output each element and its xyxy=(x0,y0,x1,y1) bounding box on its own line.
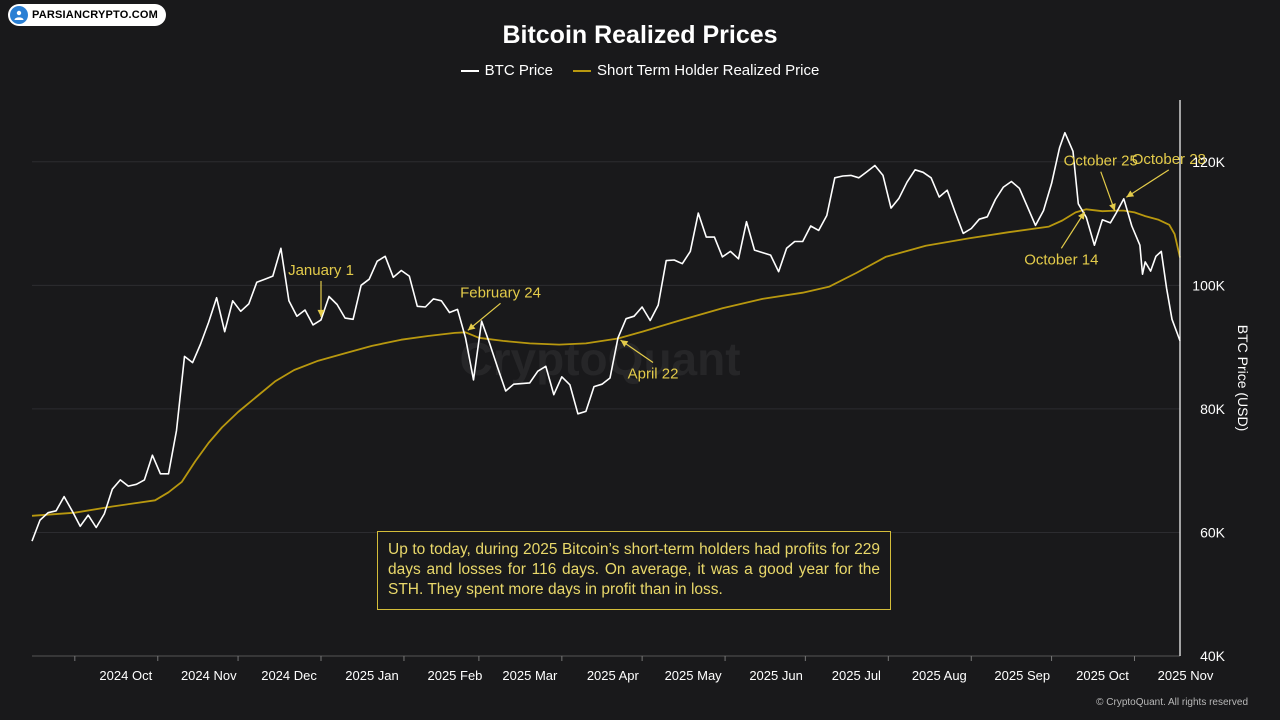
insight-note: Up to today, during 2025 Bitcoin’s short… xyxy=(377,531,891,610)
x-tick-label: 2025 Jun xyxy=(749,668,803,683)
annotation-label: October 28 xyxy=(1132,151,1206,168)
x-tick-label: 2025 Mar xyxy=(502,668,558,683)
annotation-arrowhead xyxy=(1109,203,1116,211)
annotation-label: October 14 xyxy=(1024,251,1098,268)
legend-label-sth: Short Term Holder Realized Price xyxy=(597,62,820,79)
annotation-label: February 24 xyxy=(460,284,541,301)
annotation-arrowhead xyxy=(467,323,476,331)
x-tick-label: 2025 Jul xyxy=(832,668,881,683)
annotation-arrowhead xyxy=(317,309,325,317)
legend-swatch-btc xyxy=(460,69,479,72)
annotation-arrowhead xyxy=(620,340,629,348)
annotation-label: October 25 xyxy=(1064,153,1138,170)
y-tick-label: 100K xyxy=(1192,277,1225,293)
y-tick-label: 120K xyxy=(1192,154,1225,170)
y-axis-label: BTC Price (USD) xyxy=(1235,325,1251,432)
series-layer xyxy=(31,131,1181,542)
annotation-label: January 1 xyxy=(288,262,354,279)
x-tick-label: 2025 Aug xyxy=(912,668,967,683)
y-tick-label: 40K xyxy=(1200,648,1226,664)
x-tick-label: 2025 Jan xyxy=(345,668,399,683)
legend-item-btc[interactable]: BTC Price xyxy=(460,62,554,79)
chart-title: Bitcoin Realized Prices xyxy=(502,21,778,49)
annotation-arrow xyxy=(1060,211,1086,249)
x-tick-label: 2024 Oct xyxy=(99,668,152,683)
legend-swatch-sth xyxy=(573,69,592,72)
sth-realized-price-line xyxy=(31,208,1181,517)
x-tick-label: 2025 Oct xyxy=(1076,668,1129,683)
x-tick-label: 2024 Nov xyxy=(181,668,237,683)
site-badge[interactable]: PARSIANCRYPTO.COM xyxy=(8,4,167,26)
x-tick-label: 2025 Sep xyxy=(994,668,1050,683)
annotation-arrowhead xyxy=(1077,211,1085,220)
x-tick-label: 2025 Feb xyxy=(427,668,482,683)
annotation-arrow xyxy=(467,302,501,331)
copyright-text: © CryptoQuant. All rights reserved xyxy=(1096,697,1248,708)
axes: 40K 60K 80K 100K 120K BTC Price (USD) 2024 Oct… xyxy=(32,100,1251,683)
x-tick-label: 2025 May xyxy=(665,668,723,683)
legend-item-sth[interactable]: Short Term Holder Realized Price xyxy=(573,62,819,79)
y-tick-label: 80K xyxy=(1200,401,1226,417)
x-tick-label: 2024 Dec xyxy=(261,668,317,683)
legend-label-btc: BTC Price xyxy=(484,62,554,79)
bitcoin-people-icon xyxy=(10,6,28,24)
annotation-layer: January 1 February 24 April 22 October 14 Oc… xyxy=(288,151,1206,383)
chart-legend: BTC Price Short Term Holder Realized Pri… xyxy=(0,62,1280,79)
annotation-arrow xyxy=(1126,169,1170,198)
annotation-label: April 22 xyxy=(628,365,679,382)
annotation-arrowhead xyxy=(1126,190,1135,198)
btc-price-line xyxy=(31,131,1181,542)
site-badge-text: PARSIANCRYPTO.COM xyxy=(32,9,159,21)
x-tick-label: 2025 Apr xyxy=(587,668,640,683)
x-tick-label: 2025 Nov xyxy=(1158,668,1214,683)
y-tick-label: 60K xyxy=(1200,524,1226,540)
